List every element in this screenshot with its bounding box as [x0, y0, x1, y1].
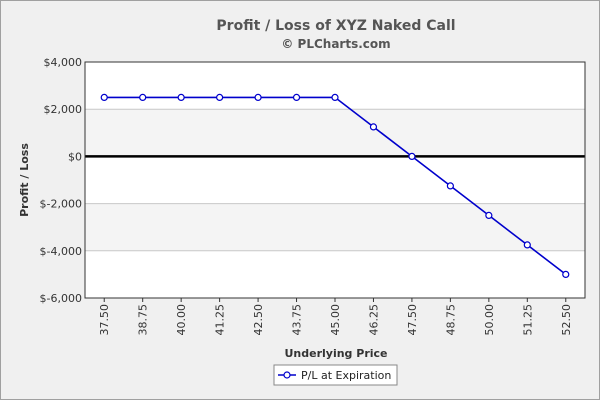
data-point — [562, 270, 570, 278]
y-tick-label: $-2,000 — [40, 198, 82, 211]
y-axis-ticks: $4,000 $2,000 $0 $-2,000 $-4,000 $-6,000 — [40, 56, 82, 305]
legend-marker — [283, 371, 291, 379]
data-point — [369, 123, 378, 131]
x-tick-label: 42.50 — [252, 304, 265, 336]
plot-bands — [85, 62, 585, 298]
data-point — [523, 241, 531, 249]
data-point — [485, 211, 493, 219]
x-tick-label: 43.75 — [291, 304, 304, 336]
data-point — [254, 93, 262, 102]
x-tick-label: 51.25 — [521, 304, 534, 336]
x-tick-label: 40.00 — [175, 304, 188, 336]
x-tick-label: 52.50 — [560, 304, 573, 336]
data-point — [100, 93, 108, 102]
y-axis-title: Profit / Loss — [18, 143, 31, 217]
x-tick-label: 37.50 — [98, 304, 111, 336]
x-axis-title: Underlying Price — [284, 347, 387, 360]
legend-box — [273, 364, 398, 386]
plot-band — [85, 250, 585, 298]
legend: P/L at Expiration — [273, 364, 398, 386]
x-tick-label: 47.50 — [406, 304, 419, 336]
y-tick-label: $-6,000 — [40, 292, 82, 305]
series-group — [100, 93, 570, 278]
y-tick-label: $2,000 — [44, 103, 83, 116]
x-axis-ticks: 37.50 38.75 40.00 41.25 42.50 43.75 45.00 46.25… — [98, 298, 573, 336]
plot-band — [85, 203, 585, 251]
y-tick-label: $-4,000 — [40, 245, 82, 258]
x-tick-label: 48.75 — [444, 304, 457, 336]
x-tick-label: 46.25 — [367, 304, 380, 336]
data-point — [331, 93, 339, 102]
data-point — [177, 93, 185, 102]
chart-subtitle: © PLCharts.com — [281, 37, 390, 51]
legend-label: P/L at Expiration — [301, 369, 391, 382]
data-point — [446, 182, 454, 190]
data-point — [292, 93, 301, 102]
plot-band — [85, 156, 585, 204]
y-tick-label: $4,000 — [44, 56, 83, 69]
data-point — [139, 93, 147, 102]
data-point — [408, 152, 416, 160]
plot-band — [85, 62, 585, 110]
x-tick-label: 41.25 — [214, 304, 227, 336]
x-tick-label: 38.75 — [137, 304, 150, 336]
data-point — [216, 93, 224, 102]
x-tick-label: 50.00 — [483, 304, 496, 336]
y-tick-label: $0 — [68, 150, 82, 163]
plot-band — [85, 109, 585, 157]
chart-title: Profit / Loss of XYZ Naked Call — [216, 18, 455, 34]
x-tick-label: 45.00 — [329, 304, 342, 336]
